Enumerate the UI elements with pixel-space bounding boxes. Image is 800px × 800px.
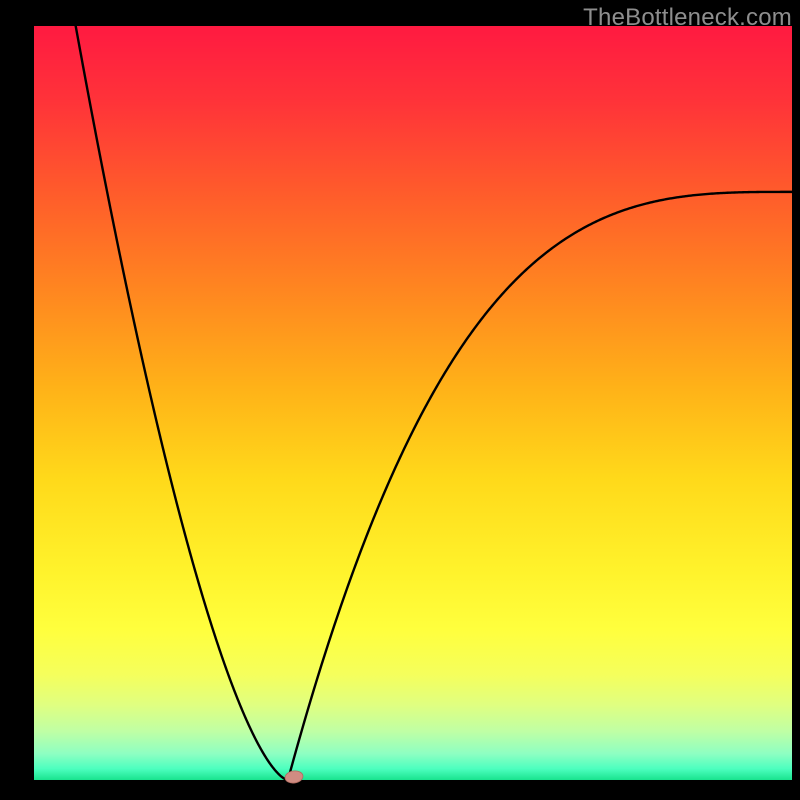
gradient-panel [34,26,792,780]
watermark-text: TheBottleneck.com [583,4,792,32]
bottleneck-chart [0,0,800,800]
figure-container: { "figure": { "width": 800, "height": 80… [0,0,800,800]
